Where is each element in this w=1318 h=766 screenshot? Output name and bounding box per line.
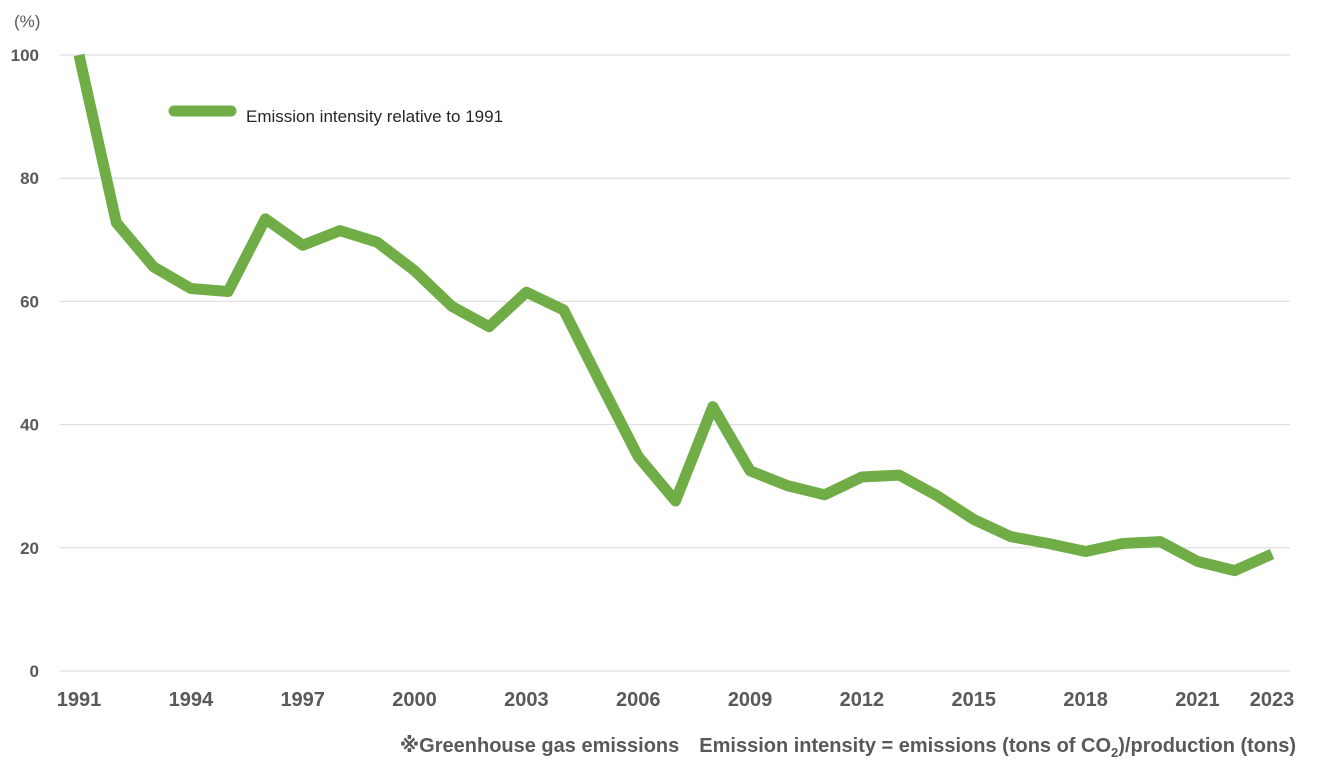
y-tick-label: 40 <box>20 416 39 435</box>
x-tick-label: 1994 <box>169 689 214 711</box>
x-tick-label: 2000 <box>392 689 437 711</box>
footnote-suffix: )/production (tons) <box>1118 735 1296 757</box>
footnote-subscript: 2 <box>1111 745 1119 760</box>
y-tick-label: 100 <box>11 46 39 65</box>
y-tick-label: 60 <box>20 292 39 311</box>
x-tick-label: 1997 <box>280 689 325 711</box>
y-tick-label: 80 <box>20 169 39 188</box>
x-tick-label: 2003 <box>504 689 549 711</box>
x-axis-ticks: 1991 1994 1997 2000 2003 2006 2009 2012 2015 2018… <box>57 689 1295 711</box>
footnote: ※Greenhouse gas emissions Emission inten… <box>400 729 1296 760</box>
y-tick-label: 0 <box>30 662 39 681</box>
y-axis-unit-label: (%) <box>14 12 40 31</box>
x-tick-label: 2012 <box>840 689 885 711</box>
gridlines <box>60 54 1290 672</box>
legend-label: Emission intensity relative to 1991 <box>246 107 503 126</box>
x-tick-label: 2006 <box>616 689 661 711</box>
x-tick-label: 2015 <box>952 689 997 711</box>
footnote-prefix: ※Greenhouse gas emissions Emission inten… <box>399 735 1112 757</box>
x-tick-label: 2018 <box>1063 689 1108 711</box>
x-tick-label: 1991 <box>57 689 102 711</box>
x-tick-label: 2023 <box>1250 689 1295 711</box>
x-tick-label: 2021 <box>1175 689 1220 711</box>
legend: Emission intensity relative to 1991 <box>168 105 503 126</box>
series-line <box>73 53 1275 577</box>
series-layer <box>73 53 1275 577</box>
x-tick-label: 2009 <box>728 689 773 711</box>
y-axis-ticks: 0 20 40 60 80 100 <box>11 46 39 681</box>
y-tick-label: 20 <box>20 539 39 558</box>
